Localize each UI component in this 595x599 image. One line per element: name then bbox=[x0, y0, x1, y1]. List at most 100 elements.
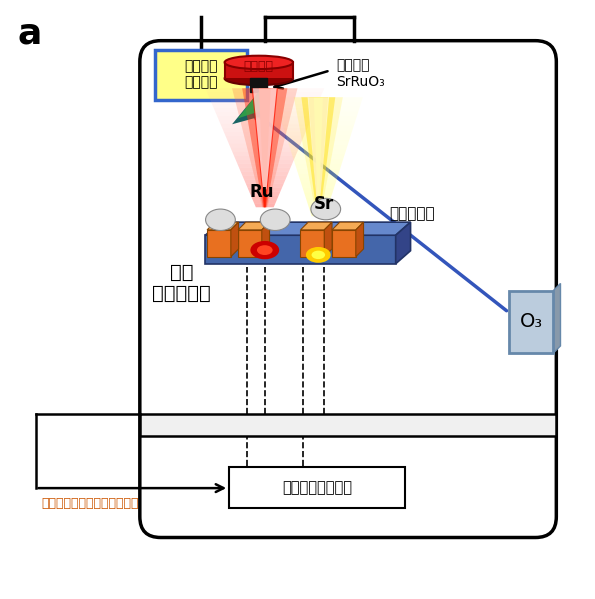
Polygon shape bbox=[227, 140, 302, 144]
Ellipse shape bbox=[261, 209, 290, 231]
Polygon shape bbox=[293, 159, 343, 164]
Polygon shape bbox=[274, 97, 363, 102]
Polygon shape bbox=[324, 222, 332, 256]
Text: a: a bbox=[18, 17, 42, 51]
Polygon shape bbox=[229, 144, 300, 148]
Polygon shape bbox=[298, 173, 339, 178]
Text: チャンバー: チャンバー bbox=[152, 284, 211, 303]
Polygon shape bbox=[252, 88, 278, 207]
Ellipse shape bbox=[311, 198, 341, 220]
Polygon shape bbox=[242, 88, 287, 207]
Text: Sr: Sr bbox=[314, 195, 334, 213]
Polygon shape bbox=[356, 222, 364, 256]
FancyBboxPatch shape bbox=[155, 50, 247, 100]
Polygon shape bbox=[254, 203, 275, 207]
Polygon shape bbox=[240, 171, 289, 176]
Polygon shape bbox=[287, 140, 349, 145]
Text: 真空: 真空 bbox=[170, 263, 193, 282]
Polygon shape bbox=[251, 195, 278, 199]
Polygon shape bbox=[242, 176, 287, 180]
Polygon shape bbox=[205, 222, 411, 235]
Polygon shape bbox=[246, 183, 284, 187]
Polygon shape bbox=[232, 88, 298, 207]
Polygon shape bbox=[231, 148, 299, 152]
Polygon shape bbox=[238, 222, 270, 230]
Bar bbox=[332, 230, 356, 256]
Polygon shape bbox=[215, 112, 314, 116]
Polygon shape bbox=[304, 192, 333, 197]
Polygon shape bbox=[275, 102, 361, 107]
Polygon shape bbox=[286, 135, 351, 140]
Polygon shape bbox=[296, 168, 340, 173]
Polygon shape bbox=[238, 92, 262, 119]
Bar bbox=[140, 414, 556, 436]
Polygon shape bbox=[308, 97, 329, 201]
Polygon shape bbox=[309, 97, 328, 216]
Bar bbox=[207, 230, 231, 256]
Polygon shape bbox=[302, 97, 336, 216]
Polygon shape bbox=[299, 178, 337, 183]
Polygon shape bbox=[289, 145, 348, 150]
Polygon shape bbox=[396, 222, 411, 264]
Ellipse shape bbox=[306, 247, 331, 263]
Polygon shape bbox=[278, 111, 358, 116]
Polygon shape bbox=[306, 197, 331, 202]
Polygon shape bbox=[262, 222, 270, 256]
Polygon shape bbox=[249, 192, 280, 195]
Bar bbox=[238, 230, 262, 256]
Polygon shape bbox=[302, 187, 334, 192]
Ellipse shape bbox=[250, 241, 279, 259]
Ellipse shape bbox=[312, 250, 325, 259]
Polygon shape bbox=[553, 283, 560, 353]
Polygon shape bbox=[219, 120, 311, 124]
Polygon shape bbox=[234, 156, 296, 160]
Polygon shape bbox=[332, 222, 364, 230]
Polygon shape bbox=[248, 187, 282, 192]
Polygon shape bbox=[222, 128, 308, 132]
Polygon shape bbox=[236, 160, 294, 164]
Polygon shape bbox=[220, 124, 309, 128]
FancyBboxPatch shape bbox=[509, 291, 553, 353]
Polygon shape bbox=[211, 100, 319, 104]
Polygon shape bbox=[280, 116, 357, 121]
Polygon shape bbox=[253, 88, 277, 189]
Polygon shape bbox=[207, 92, 322, 96]
Polygon shape bbox=[214, 108, 316, 112]
Polygon shape bbox=[310, 211, 327, 216]
Polygon shape bbox=[207, 222, 239, 230]
Polygon shape bbox=[212, 104, 318, 108]
Polygon shape bbox=[284, 131, 352, 135]
Polygon shape bbox=[314, 97, 322, 216]
Polygon shape bbox=[231, 222, 239, 256]
Polygon shape bbox=[307, 202, 330, 207]
Polygon shape bbox=[277, 107, 360, 111]
Text: 原子発光
センサー: 原子発光 センサー bbox=[184, 59, 218, 90]
Polygon shape bbox=[252, 199, 277, 203]
Polygon shape bbox=[209, 96, 321, 100]
Polygon shape bbox=[292, 155, 345, 159]
Polygon shape bbox=[205, 88, 324, 92]
Polygon shape bbox=[294, 97, 343, 216]
Ellipse shape bbox=[224, 56, 293, 69]
FancyBboxPatch shape bbox=[229, 467, 405, 508]
Text: リアルタイムフィードバック: リアルタイムフィードバック bbox=[42, 497, 139, 510]
Polygon shape bbox=[232, 152, 298, 156]
Text: 電子線蒸着: 電子線蒸着 bbox=[390, 205, 436, 220]
Polygon shape bbox=[309, 207, 328, 211]
Bar bbox=[250, 78, 267, 92]
Polygon shape bbox=[290, 150, 346, 155]
Polygon shape bbox=[281, 121, 355, 126]
Bar bbox=[225, 62, 293, 78]
Polygon shape bbox=[283, 126, 354, 131]
Text: 電子線蒸着源出力: 電子線蒸着源出力 bbox=[282, 480, 352, 495]
Text: O₃: O₃ bbox=[519, 312, 543, 331]
Ellipse shape bbox=[206, 209, 236, 231]
Text: ヒーター: ヒーター bbox=[244, 60, 274, 73]
Polygon shape bbox=[232, 92, 265, 124]
Polygon shape bbox=[300, 222, 332, 230]
Polygon shape bbox=[217, 116, 312, 120]
Text: Ru: Ru bbox=[249, 183, 274, 201]
Ellipse shape bbox=[257, 245, 273, 255]
Ellipse shape bbox=[224, 72, 293, 85]
Bar bbox=[205, 235, 396, 264]
